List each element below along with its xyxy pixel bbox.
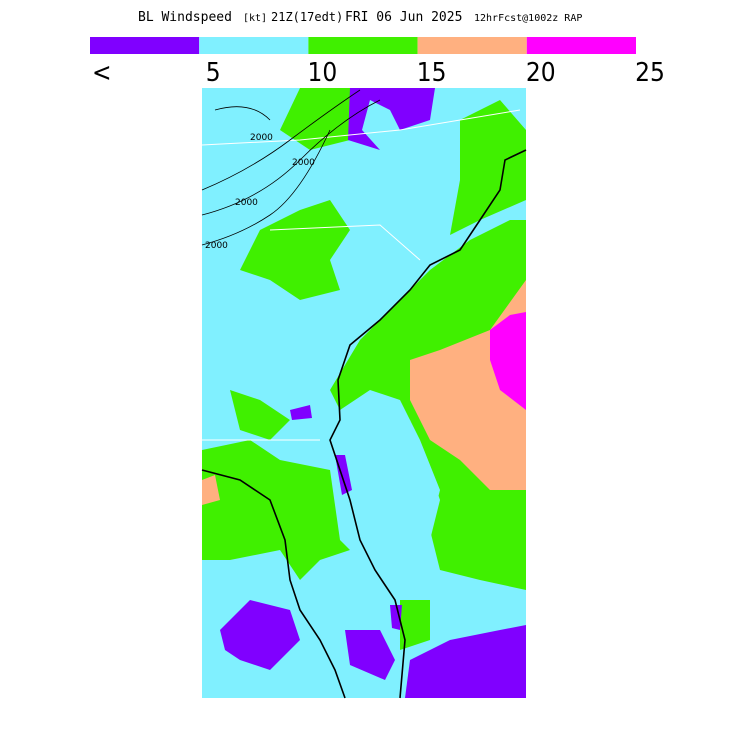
purple-areas <box>220 88 526 698</box>
contour <box>201 89 361 191</box>
contour-label: 2000 <box>292 158 315 168</box>
contours <box>201 89 381 246</box>
magenta-area <box>490 312 526 410</box>
model: 12hrFcst@1002z RAP <box>474 13 582 24</box>
state-lines <box>201 109 521 441</box>
legend-label: 15 <box>417 58 447 88</box>
legend-label: 5 <box>206 58 221 88</box>
area <box>400 600 430 650</box>
area <box>240 200 350 300</box>
legend-label: < <box>92 58 112 88</box>
area <box>290 405 312 420</box>
coastline <box>201 149 527 699</box>
contour-label: 2000 <box>235 198 258 208</box>
contour <box>201 129 331 246</box>
legend-label: 20 <box>526 58 556 88</box>
valid-time: 21Z(17edt) <box>271 10 343 24</box>
legend-label: 25 <box>635 58 665 88</box>
area <box>345 630 395 680</box>
boundary <box>201 469 346 699</box>
contour-label: 2000 <box>250 133 273 143</box>
area <box>220 600 300 670</box>
contour <box>214 106 271 121</box>
border <box>201 109 521 146</box>
border <box>269 224 421 261</box>
tan-area <box>202 475 220 505</box>
date: FRI 06 Jun 2025 <box>345 10 462 25</box>
legend-swatch <box>417 37 527 54</box>
map: 2000 2000 2000 2000 <box>201 88 527 699</box>
area <box>348 88 435 150</box>
legend-swatch <box>526 37 636 54</box>
area <box>450 100 526 235</box>
legend-swatch <box>199 37 309 54</box>
legend-swatch <box>308 37 418 54</box>
contour-label: 2000 <box>205 241 228 251</box>
product-title: BL Windspeed <box>138 10 232 25</box>
units: [kt] <box>243 13 267 24</box>
area <box>390 605 402 630</box>
area <box>202 440 350 580</box>
area <box>405 625 526 698</box>
legend-swatch <box>90 37 200 54</box>
area <box>335 455 352 495</box>
area <box>230 390 290 440</box>
boundary <box>329 149 527 699</box>
legend-label: 10 <box>308 58 338 88</box>
legend: <5 10 15 20 25 <box>90 37 665 88</box>
contour <box>201 99 381 216</box>
cyan-area <box>350 400 440 560</box>
